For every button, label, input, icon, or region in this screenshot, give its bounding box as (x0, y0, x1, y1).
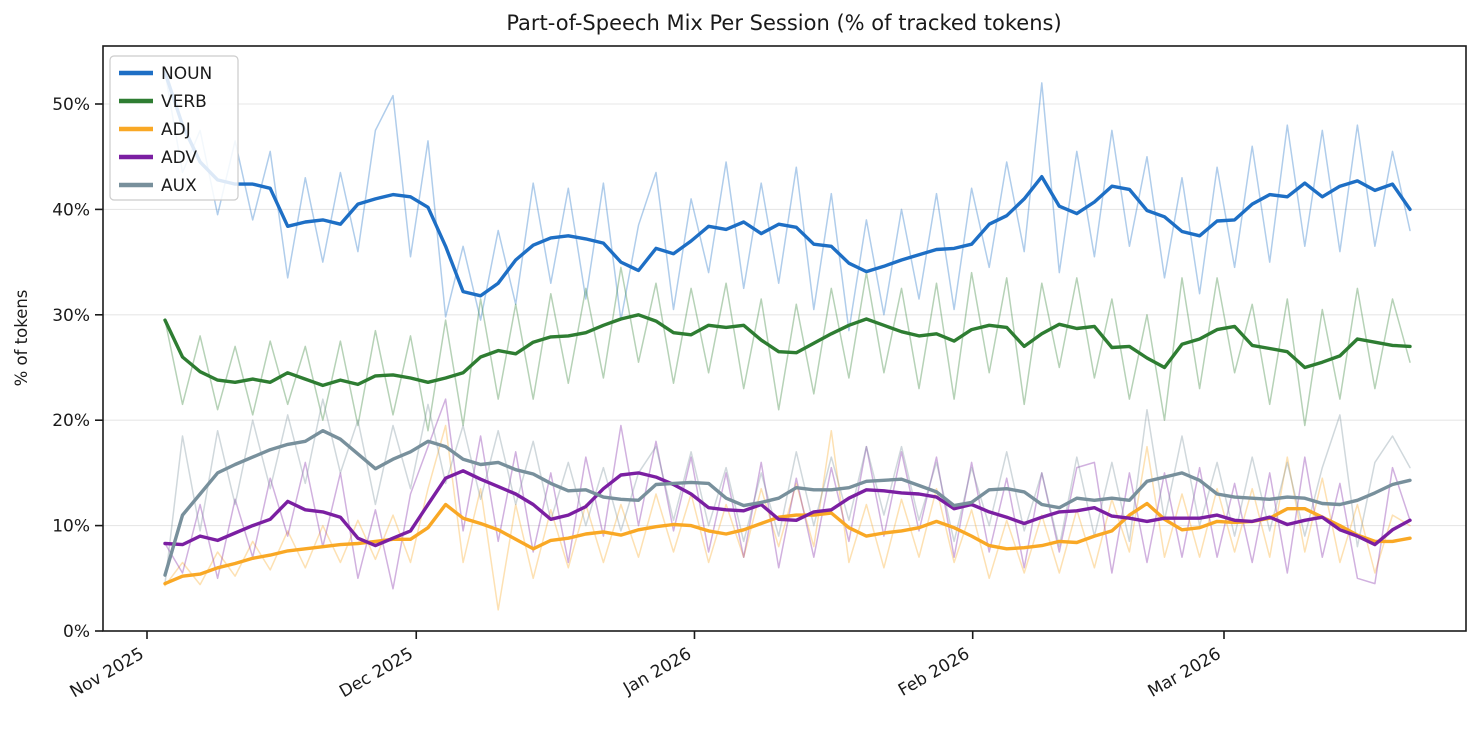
x-axis-tick-labels: Nov 2025 Dec 2025 Jan 2026 Feb 2026 Mar … (67, 644, 1225, 702)
legend-label-adj: ADJ (161, 120, 191, 140)
y-tick-label: 20% (52, 411, 90, 431)
y-tick-label: 10% (52, 517, 90, 537)
legend-label-noun: NOUN (161, 64, 212, 84)
x-tick-label: Dec 2025 (336, 644, 417, 702)
x-tick-label: Mar 2026 (1145, 644, 1225, 702)
axis-tick-marks (95, 103, 1225, 639)
y-tick-label: 0% (63, 622, 90, 642)
plot-frame (102, 45, 1467, 632)
y-axis-label: % of tokens (12, 290, 31, 387)
smoothed-line-adj (163, 501, 1412, 586)
y-tick-label: 50% (52, 95, 90, 115)
raw-line-verb (164, 266, 1411, 432)
y-tick-label: 40% (52, 200, 90, 220)
smoothed-series-lines (163, 70, 1412, 586)
y-tick-label: 30% (52, 306, 90, 326)
y-axis-tick-labels: 0% 10% 20% 30% 40% 50% (52, 95, 90, 642)
legend-box (109, 55, 239, 201)
chart-title: Part-of-Speech Mix Per Session (% of tra… (506, 11, 1061, 35)
legend-label-aux: AUX (161, 176, 197, 196)
smoothed-line-aux (163, 429, 1412, 577)
legend: NOUN VERB ADJ ADV AUX (109, 55, 239, 201)
x-tick-label: Feb 2026 (895, 644, 973, 701)
raw-line-noun (164, 71, 1411, 332)
smoothed-line-noun (163, 70, 1412, 298)
x-tick-label: Nov 2025 (67, 644, 148, 702)
smoothed-line-verb (163, 313, 1412, 388)
x-tick-label: Jan 2026 (619, 644, 695, 699)
smoothed-line-adv (163, 469, 1412, 548)
legend-label-verb: VERB (161, 92, 207, 112)
gridlines (103, 103, 1466, 527)
legend-label-adv: ADV (161, 148, 197, 168)
